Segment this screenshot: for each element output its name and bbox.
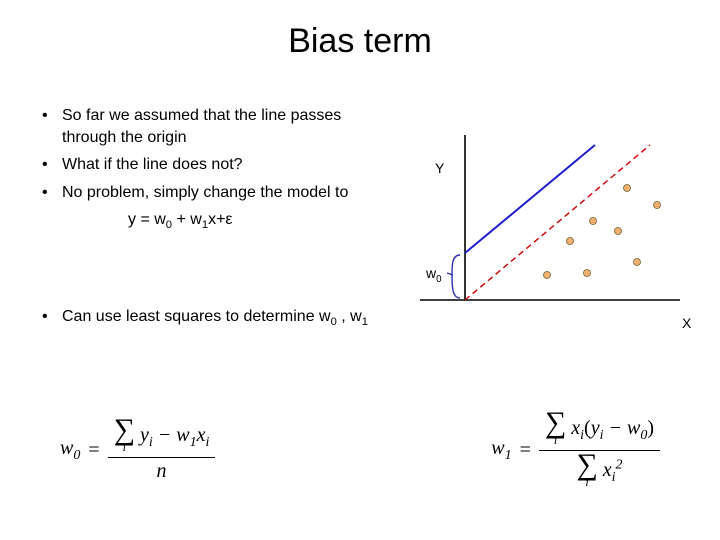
w0-label: w0	[426, 265, 442, 285]
w0-lhs: w0	[60, 437, 80, 464]
sym: )	[647, 417, 654, 439]
sym: (	[584, 417, 591, 439]
w1-fraction: ∑ i xi(yi − w0) ∑ i xi2	[539, 409, 660, 492]
w0-numerator: ∑ i yi − w1xi	[108, 416, 216, 457]
sup: 2	[616, 457, 623, 472]
formula-row: w0 = ∑ i yi − w1xi n w1 = ∑ i	[30, 390, 690, 510]
eq-part: x+ε	[208, 211, 232, 228]
w1-formula: w1 = ∑ i xi(yi − w0) ∑ i xi2	[491, 409, 660, 492]
w0-label-text: w	[426, 265, 436, 281]
bullet-1: So far we assumed that the line passes t…	[38, 105, 378, 148]
data-point	[654, 202, 661, 209]
sym: x	[571, 417, 580, 439]
data-point	[634, 259, 641, 266]
w0-fraction: ∑ i yi − w1xi n	[108, 416, 216, 485]
y-axis-label: Y	[435, 160, 444, 176]
page-title: Bias term	[0, 22, 720, 61]
sym: w	[491, 437, 504, 459]
x-axis-label: X	[682, 315, 691, 331]
sigma-icon: ∑ i	[545, 411, 566, 448]
sym: y	[140, 424, 149, 446]
data-point	[590, 218, 597, 225]
bullet-2: What if the line does not?	[38, 154, 378, 176]
sym: w	[60, 437, 73, 459]
data-point	[624, 185, 631, 192]
sym: − w	[153, 424, 190, 446]
data-point	[615, 228, 622, 235]
eq-part: y = w	[128, 211, 166, 228]
sym: x	[603, 459, 612, 481]
bullet-3: No problem, simply change the model to	[38, 182, 378, 204]
w0-label-sub: 0	[436, 274, 441, 285]
sub: i	[206, 435, 210, 450]
equals: =	[88, 439, 99, 462]
data-point	[584, 270, 591, 277]
bias-line	[465, 145, 595, 253]
w1-numerator: ∑ i xi(yi − w0)	[539, 409, 660, 450]
w1-lhs: w1	[491, 437, 511, 464]
data-points	[544, 185, 661, 279]
w1-denominator: ∑ i xi2	[570, 451, 628, 492]
sigma-icon: ∑ i	[114, 418, 135, 455]
bullet-4-text: Can use least squares to determine w	[62, 308, 331, 325]
w0-formula: w0 = ∑ i yi − w1xi n	[60, 416, 215, 485]
sym: x	[197, 424, 206, 446]
regression-chart: Y w0 X	[420, 125, 700, 335]
sub: 1	[190, 435, 197, 450]
sub: 1	[505, 448, 512, 463]
sub: 0	[73, 448, 80, 463]
eq-part: + w	[172, 211, 202, 228]
sigma-icon: ∑ i	[576, 453, 597, 490]
w0-denominator: n	[151, 458, 173, 485]
bullet-4-sub: 1	[362, 316, 368, 328]
bullet-list-2: Can use least squares to determine w0 , …	[38, 306, 378, 330]
bullet-list: So far we assumed that the line passes t…	[38, 105, 378, 234]
bullet-4-text: , w	[337, 308, 362, 325]
data-point	[567, 238, 574, 245]
sym: − w	[603, 417, 640, 439]
equals: =	[520, 439, 531, 462]
origin-line	[465, 145, 650, 300]
sym: y	[591, 417, 600, 439]
chart-svg	[420, 125, 700, 335]
model-equation: y = w0 + w1x+ε	[38, 209, 378, 233]
bullet-4: Can use least squares to determine w0 , …	[38, 306, 378, 330]
data-point	[544, 272, 551, 279]
w0-brace	[452, 255, 460, 298]
